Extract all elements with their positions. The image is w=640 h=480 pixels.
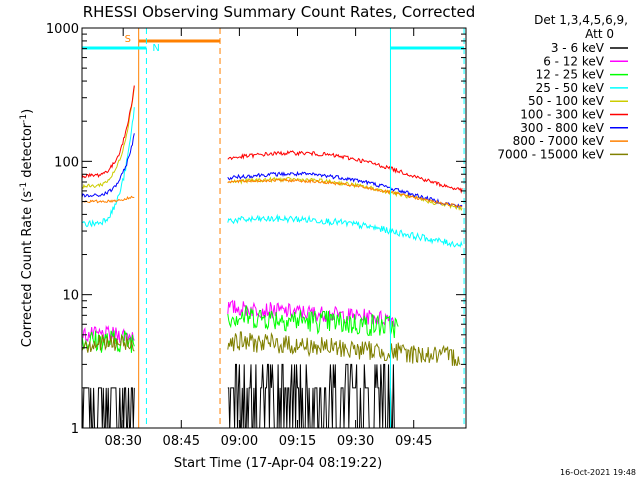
legend-label: 7000 - 15000 keV — [497, 147, 604, 161]
x-tick-label: 09:45 — [395, 434, 432, 449]
y-tick-label: 10 — [62, 289, 79, 304]
series-line-25-50-kev-seg2 — [227, 213, 463, 248]
series-line-800-7000-kev-seg1 — [81, 195, 135, 204]
saa-label: S — [125, 34, 131, 45]
series-line-7000-15000-kev-seg2 — [227, 331, 461, 366]
y-tick-label: 100 — [54, 155, 79, 170]
chart-title: RHESSI Observing Summary Count Rates, Co… — [83, 3, 476, 21]
legend-label: 50 - 100 keV — [528, 94, 605, 108]
legend-label: 800 - 7000 keV — [513, 134, 605, 148]
series-line-50-100-kev-seg1 — [81, 86, 135, 190]
series-line-25-50-kev-seg1 — [81, 107, 135, 228]
legend-label: 6 - 12 keV — [543, 54, 605, 68]
plot-frame — [81, 27, 467, 429]
y-axis-ticks: 1 10 100 1000 — [46, 22, 466, 437]
series-line-100-300-kev-seg1 — [81, 85, 135, 179]
x-axis-ticks: 08:30 08:45 09:00 09:15 09:30 09:45 — [104, 28, 432, 449]
legend-header-line-2: Att 0 — [585, 27, 614, 41]
legend-label: 100 - 300 keV — [520, 108, 604, 122]
x-tick-label: 09:15 — [279, 434, 316, 449]
x-tick-label: 09:00 — [221, 434, 258, 449]
legend-label: 25 - 50 keV — [536, 81, 605, 95]
legend-header-line-1: Det 1,3,4,5,6,9, — [534, 13, 628, 27]
y-axis-label: Corrected Count Rate (s-1 detector-1) — [19, 109, 35, 347]
series-line-12-25-kev-seg2 — [227, 305, 399, 339]
legend-label: 300 - 800 keV — [520, 121, 604, 135]
y-axis-label-main: Corrected Count Rate (s — [20, 191, 35, 348]
y-axis-label-exponent-2: -1 — [19, 114, 29, 123]
x-tick-label: 08:30 — [104, 434, 141, 449]
legend-label: 12 - 25 keV — [536, 68, 605, 82]
x-tick-label: 08:45 — [163, 434, 200, 449]
x-tick-label: 09:30 — [337, 434, 374, 449]
series-line-300-800-kev-seg1 — [81, 133, 135, 198]
night-label: N — [152, 43, 159, 54]
y-tick-label: 1 — [71, 422, 79, 437]
y-axis-label-end: ) — [20, 109, 35, 114]
y-tick-label: 1000 — [46, 22, 79, 37]
series-line-12-25-kev-seg1 — [81, 330, 135, 353]
legend-label: 3 - 6 keV — [551, 41, 605, 55]
footer-date: 16-Oct-2021 19:48 — [560, 468, 636, 477]
series-line-7000-15000-kev-seg1 — [81, 334, 135, 353]
series-line-800-7000-kev-seg2 — [227, 178, 463, 208]
x-axis-label: Start Time (17-Apr-04 08:19:22) — [174, 456, 382, 471]
series-line-300-800-kev-seg2 — [227, 170, 463, 208]
y-axis-label-exponent-1: -1 — [19, 182, 29, 191]
series-line-6-12-kev-seg2 — [227, 299, 395, 327]
series-line-3-6-kev-seg1 — [81, 387, 135, 429]
series-layer — [81, 85, 463, 429]
y-axis-label-detector: detector — [20, 122, 35, 182]
series-line-100-300-kev-seg2 — [227, 150, 463, 194]
